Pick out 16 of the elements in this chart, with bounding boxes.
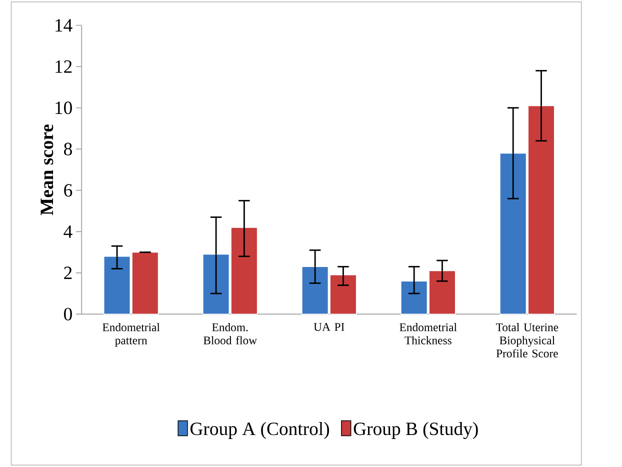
legend-label: Group B (Study) xyxy=(354,422,478,440)
y-tick-label: 2 xyxy=(64,266,72,280)
y-tick-label: 0 xyxy=(64,308,72,320)
x-tick-label: Endometrial Thickness xyxy=(400,323,457,344)
y-tick-label: 8 xyxy=(64,142,72,156)
y-tick-label: 12 xyxy=(56,60,72,73)
x-tick-label: UA PI xyxy=(314,323,344,331)
x-tick-label: Endometrial pattern xyxy=(102,323,160,347)
y-tick-label: 6 xyxy=(64,184,72,197)
y-tick-label: 14 xyxy=(56,19,72,32)
x-tick-label: Total Uterine Biophysical Profile Score xyxy=(496,323,558,358)
y-tick-label: 10 xyxy=(56,102,72,114)
y-axis-title: Mean score xyxy=(40,124,54,216)
y-tick-label: 4 xyxy=(64,225,72,238)
x-tick-label: Endom. Blood flow xyxy=(204,323,257,344)
legend-label: Group A (Control) xyxy=(190,422,330,439)
